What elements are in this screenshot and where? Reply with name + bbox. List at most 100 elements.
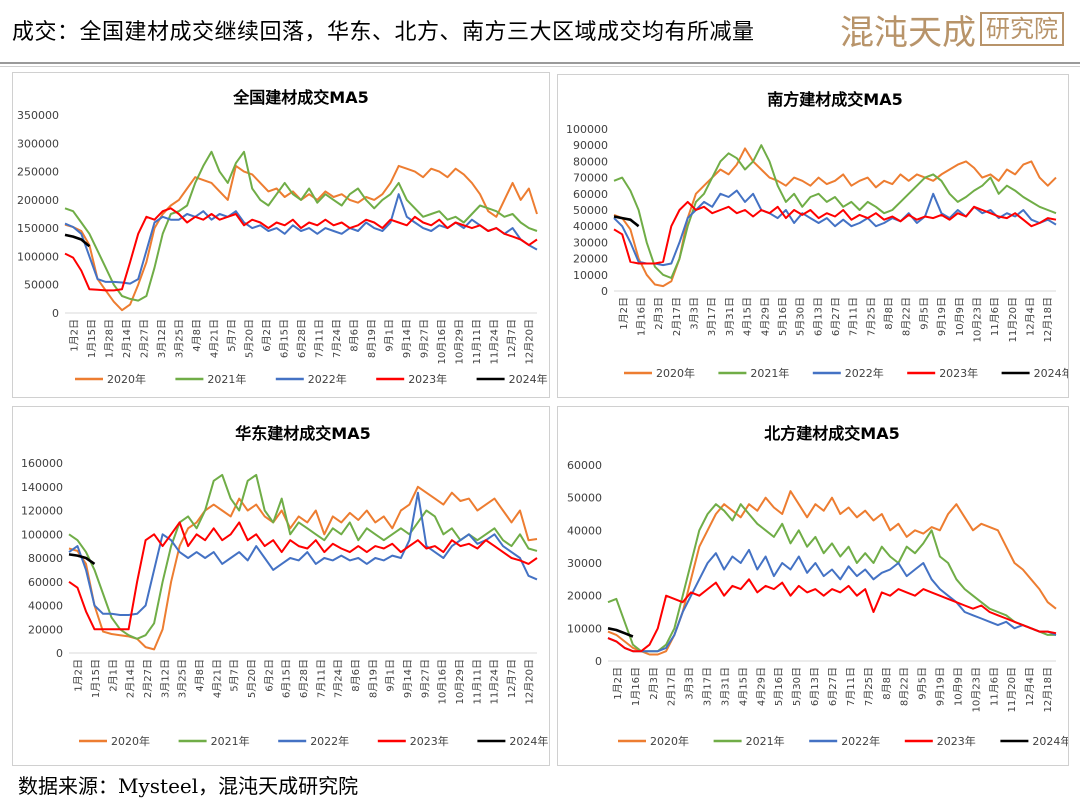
x-tick-label: 1月2日 xyxy=(618,297,630,330)
x-tick-label: 3月3日 xyxy=(689,297,701,330)
y-tick-label: 300000 xyxy=(17,137,59,150)
y-tick-label: 20000 xyxy=(28,623,63,636)
legend-label: 2021年 xyxy=(207,372,246,386)
x-tick-label: 11月24日 xyxy=(489,659,501,704)
chart-national: 全国建材成交MA5 0 50000 100000 150000 200000 250000 3… xyxy=(17,88,548,386)
y-tick-label: 80000 xyxy=(28,552,63,565)
x-tick-label: 7月25日 xyxy=(865,297,877,336)
x-tick-label: 1月28日 xyxy=(104,319,116,358)
legend-label: 2022年 xyxy=(841,734,880,748)
y-tick-label: 50000 xyxy=(573,204,608,217)
y-tick-label: 80000 xyxy=(573,155,608,168)
x-tick-label: 9月5日 xyxy=(917,667,929,700)
x-tick-label: 11月24日 xyxy=(488,319,500,364)
x-tick-label: 11月20日 xyxy=(1007,297,1019,342)
x-tick-label: 9月14日 xyxy=(402,659,414,698)
x-tick-label: 10月16日 xyxy=(436,319,448,364)
legend-label: 2024年 xyxy=(1032,734,1068,748)
y-tick-label: 30000 xyxy=(567,557,602,570)
x-tick-label: 5月16日 xyxy=(777,297,789,336)
x-tick-label: 2月3日 xyxy=(653,297,665,330)
legend-label: 2022年 xyxy=(845,366,884,380)
x-tick-label: 2月14日 xyxy=(125,659,137,698)
series-line-2024年 xyxy=(607,627,634,638)
series-line-2020年 xyxy=(68,485,538,651)
legend-label: 2023年 xyxy=(937,734,976,748)
x-tick-label: 8月19日 xyxy=(366,319,378,358)
x-tick-label: 6月15日 xyxy=(281,659,293,698)
x-tick-label: 3月12日 xyxy=(156,319,168,358)
y-tick-label: 0 xyxy=(601,285,608,298)
x-tick-label: 12月4日 xyxy=(1024,667,1036,706)
x-tick-label: 12月20日 xyxy=(523,659,535,704)
x-tick-label: 4月21日 xyxy=(209,319,221,358)
x-tick-label: 1月16日 xyxy=(636,297,648,336)
x-tick-label: 8月19日 xyxy=(367,659,379,698)
x-tick-label: 10月29日 xyxy=(454,659,466,704)
x-tick-label: 11月6日 xyxy=(989,297,1001,336)
legend-label: 2020年 xyxy=(650,734,689,748)
chart-south: 南方建材成交MA5 0 10000 20000 30000 40000 50000 60000… xyxy=(566,90,1068,380)
legend-label: 2023年 xyxy=(939,366,978,380)
x-tick-label: 10月9日 xyxy=(952,667,964,706)
x-tick-label: 10月9日 xyxy=(954,297,966,336)
x-tick-label: 4月15日 xyxy=(742,297,754,336)
x-tick-label: 5月7日 xyxy=(226,319,238,352)
y-tick-label: 10000 xyxy=(567,622,602,635)
x-tick-label: 5月7日 xyxy=(229,659,241,692)
x-tick-label: 8月22日 xyxy=(899,667,911,706)
legend-label: 2020年 xyxy=(656,366,695,380)
y-tick-label: 40000 xyxy=(573,220,608,233)
series-line-2023年 xyxy=(613,200,1057,265)
brand-logo: 混沌天成 研究院 xyxy=(840,6,1064,53)
x-tick-label: 3月17日 xyxy=(706,297,718,336)
x-tick-label: 9月5日 xyxy=(918,297,930,330)
x-tick-label: 2月14日 xyxy=(121,319,133,358)
x-tick-label: 9月1日 xyxy=(385,659,397,692)
chart-east: 华东建材成交MA5 0 20000 40000 60000 80000 100000 1200… xyxy=(21,424,548,748)
legend-label: 2024年 xyxy=(509,372,548,386)
x-tick-label: 1月2日 xyxy=(612,667,624,700)
y-tick-label: 10000 xyxy=(573,269,608,282)
series-line-2023年 xyxy=(68,521,538,631)
chart-title: 南方建材成交MA5 xyxy=(767,90,902,109)
x-tick-label: 7月11日 xyxy=(845,667,857,706)
y-tick-label: 250000 xyxy=(17,166,59,179)
x-tick-label: 9月14日 xyxy=(401,319,413,358)
x-tick-label: 7月24日 xyxy=(331,319,343,358)
x-tick-label: 12月18日 xyxy=(1042,667,1054,712)
series-line-2022年 xyxy=(613,189,1057,267)
x-tick-label: 2月3日 xyxy=(648,667,660,700)
x-tick-label: 10月23日 xyxy=(970,667,982,712)
legend-label: 2024年 xyxy=(1034,366,1068,380)
series-line-2021年 xyxy=(68,473,538,640)
x-tick-label: 4月8日 xyxy=(194,659,206,692)
page-title: 成交：全国建材成交继续回落，华东、北方、南方三大区域成交均有所减量 xyxy=(12,20,755,45)
x-tick-label: 9月27日 xyxy=(419,659,431,698)
y-tick-label: 0 xyxy=(595,655,602,668)
legend-label: 2021年 xyxy=(746,734,785,748)
series-line-2021年 xyxy=(64,150,538,302)
x-tick-label: 6月27日 xyxy=(830,297,842,336)
x-tick-label: 12月4日 xyxy=(1024,297,1036,336)
y-tick-label: 30000 xyxy=(573,236,608,249)
x-tick-label: 1月16日 xyxy=(630,667,642,706)
legend-label: 2024年 xyxy=(509,734,548,748)
legend-label: 2022年 xyxy=(308,372,347,386)
x-tick-label: 2月17日 xyxy=(671,297,683,336)
x-tick-label: 12月7日 xyxy=(506,319,518,358)
series-line-2022年 xyxy=(68,491,538,616)
x-tick-label: 1月2日 xyxy=(73,659,85,692)
data-source-note: 数据来源：Mysteel，混沌天成研究院 xyxy=(18,774,359,798)
x-tick-label: 6月13日 xyxy=(809,667,821,706)
chart-panel-north: 北方建材成交MA5 0 10000 20000 30000 40000 50000 60000… xyxy=(557,406,1069,766)
y-tick-label: 20000 xyxy=(573,253,608,266)
header-divider xyxy=(0,62,1080,64)
brand-main-text: 混沌天成 xyxy=(840,12,976,53)
y-tick-label: 70000 xyxy=(573,172,608,185)
x-tick-label: 7月11日 xyxy=(315,659,327,698)
x-tick-label: 10月16日 xyxy=(437,659,449,704)
y-tick-label: 100000 xyxy=(17,250,59,263)
y-tick-label: 50000 xyxy=(567,492,602,505)
y-tick-label: 100000 xyxy=(566,123,608,136)
